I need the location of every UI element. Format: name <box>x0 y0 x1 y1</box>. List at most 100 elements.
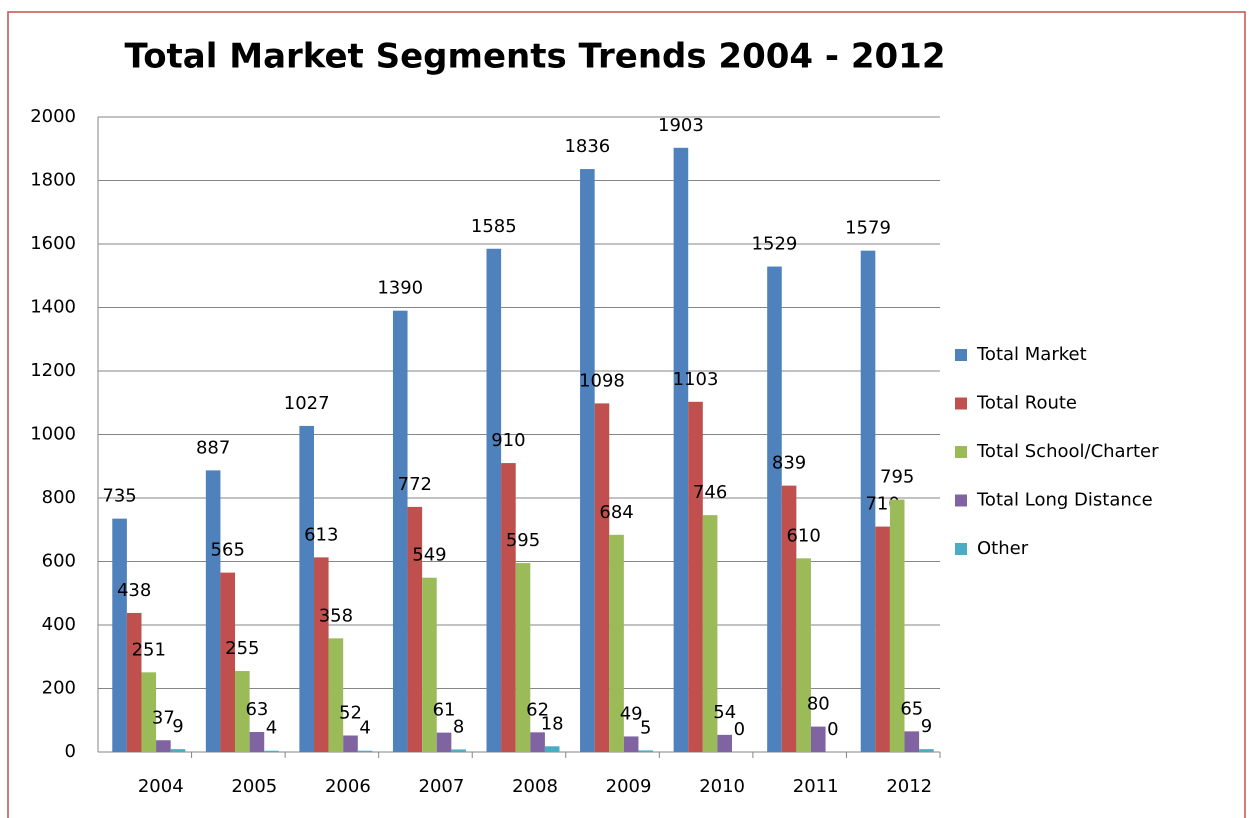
bar <box>810 726 826 752</box>
bar <box>170 749 186 752</box>
legend-label: Total School/Charter <box>976 441 1159 462</box>
data-label: 1103 <box>673 369 719 390</box>
data-label: 438 <box>117 580 151 601</box>
bar <box>205 470 221 752</box>
bar <box>407 506 423 752</box>
x-tick-label: 2009 <box>606 776 652 797</box>
data-label: 0 <box>827 719 838 740</box>
x-tick-label: 2010 <box>699 776 745 797</box>
bar <box>623 736 639 752</box>
bar <box>904 731 920 752</box>
bar <box>392 310 408 752</box>
chart-border <box>7 11 1246 818</box>
bar <box>249 731 265 752</box>
bar <box>357 750 373 752</box>
data-label: 772 <box>398 474 432 495</box>
bar <box>781 485 797 752</box>
data-label: 9 <box>172 716 183 737</box>
data-label: 63 <box>245 699 268 720</box>
data-label: 255 <box>225 638 259 659</box>
data-label: 358 <box>319 605 353 626</box>
bar <box>702 515 718 752</box>
bar <box>515 563 531 752</box>
legend-swatch <box>955 349 967 361</box>
data-label: 0 <box>734 719 745 740</box>
data-label: 746 <box>693 482 727 503</box>
bar <box>299 425 314 752</box>
bar <box>436 732 452 752</box>
legend-label: Other <box>977 538 1029 559</box>
data-label: 887 <box>196 437 230 458</box>
bar <box>919 749 934 752</box>
data-label: 1027 <box>284 393 330 414</box>
chart-title: Total Market Segments Trends 2004 - 2012 <box>125 37 946 77</box>
bar <box>673 147 689 753</box>
legend-label: Total Long Distance <box>976 490 1153 511</box>
data-label: 37 <box>152 707 175 728</box>
bar <box>126 612 142 752</box>
data-label: 565 <box>211 540 245 561</box>
legend-swatch <box>955 397 967 410</box>
x-tick-label: 2012 <box>886 776 932 797</box>
bar <box>486 248 502 752</box>
y-tick-label: 1400 <box>30 297 76 318</box>
bar <box>580 169 595 752</box>
legend-swatch <box>955 543 967 555</box>
data-label: 4 <box>359 718 370 739</box>
y-tick-label: 1000 <box>30 424 76 445</box>
x-tick-label: 2006 <box>325 776 371 797</box>
data-label: 1585 <box>471 216 517 237</box>
x-tick-label: 2007 <box>419 776 465 797</box>
data-label: 735 <box>102 486 136 507</box>
y-tick-label: 1600 <box>30 233 76 254</box>
bar <box>501 463 516 752</box>
data-label: 1579 <box>845 218 891 239</box>
bar <box>235 671 250 752</box>
bar <box>767 266 782 752</box>
bar <box>544 746 560 752</box>
bar <box>594 403 610 752</box>
data-label: 549 <box>412 545 446 566</box>
legend-swatch <box>955 494 967 507</box>
bar <box>889 499 905 752</box>
data-label: 684 <box>599 502 633 523</box>
data-label: 61 <box>433 700 456 721</box>
bar <box>112 518 127 752</box>
bar <box>422 577 437 752</box>
data-label: 5 <box>640 717 651 738</box>
data-label: 18 <box>541 713 564 734</box>
x-tick-label: 2008 <box>512 776 558 797</box>
bar <box>796 558 811 752</box>
data-label: 613 <box>304 524 338 545</box>
y-tick-label: 400 <box>42 614 76 635</box>
bar <box>141 672 157 752</box>
x-tick-label: 2011 <box>793 776 839 797</box>
data-label: 595 <box>506 530 540 551</box>
data-label: 1903 <box>658 115 704 136</box>
data-label: 910 <box>491 430 525 451</box>
data-label: 52 <box>339 702 362 723</box>
bar <box>156 740 171 752</box>
data-label: 8 <box>453 716 464 737</box>
bar <box>638 750 654 752</box>
bar <box>530 732 545 752</box>
bar <box>264 750 279 752</box>
data-label: 62 <box>526 699 549 720</box>
bar <box>609 534 624 752</box>
x-tick-label: 2005 <box>231 776 277 797</box>
data-label: 795 <box>880 467 914 488</box>
bar <box>860 250 876 753</box>
data-label: 1529 <box>752 234 798 255</box>
bar <box>717 734 733 752</box>
data-label: 251 <box>132 639 166 660</box>
y-tick-label: 1800 <box>30 170 76 191</box>
bar <box>875 526 890 752</box>
y-tick-label: 2000 <box>30 106 76 127</box>
data-label: 1098 <box>579 370 625 391</box>
data-label: 610 <box>786 525 820 546</box>
x-tick-label: 2004 <box>138 776 184 797</box>
data-label: 1390 <box>377 278 423 299</box>
y-tick-label: 0 <box>65 741 76 762</box>
data-label: 65 <box>900 698 923 719</box>
